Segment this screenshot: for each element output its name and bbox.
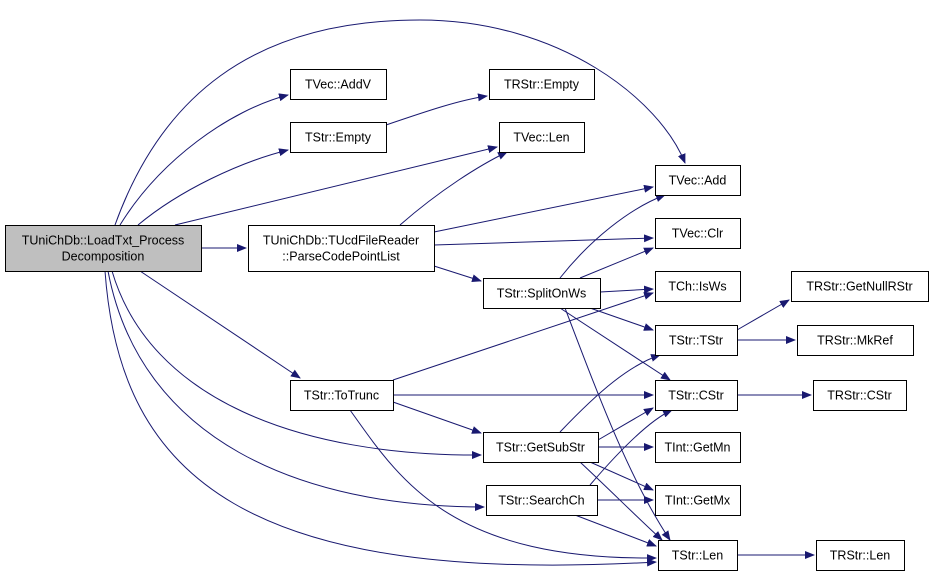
node-label: TVec::AddV	[305, 78, 372, 92]
node-label: TInt::GetMn	[665, 441, 731, 455]
call-edge-trunc-to-substr	[392, 401, 482, 434]
node-box	[5, 225, 202, 272]
node-tvecAdd[interactable]: TVec::Add	[655, 165, 741, 196]
node-label: TRStr::Empty	[504, 78, 580, 92]
call-edge-tstrTStr-to-nullr	[736, 299, 790, 331]
call-edge-root-to-tvecAdd	[114, 19, 686, 226]
call-edge-root-to-trunc	[139, 270, 301, 379]
node-box	[483, 432, 599, 463]
node-box	[499, 122, 585, 153]
node-addv[interactable]: TVec::AddV	[290, 69, 387, 100]
node-box	[489, 69, 595, 100]
node-cstr[interactable]: TStr::CStr	[655, 380, 738, 411]
call-edge-split-to-cstr	[559, 307, 671, 381]
node-label: ::ParseCodePointList	[282, 250, 400, 264]
node-box	[816, 540, 905, 571]
call-edge-substr-to-len	[579, 461, 663, 541]
call-edge-root-to-len	[104, 270, 657, 567]
node-box	[290, 69, 387, 100]
node-tvecClr[interactable]: TVec::Clr	[655, 218, 741, 249]
node-label: TStr::SplitOnWs	[497, 287, 587, 301]
node-label: Decomposition	[62, 250, 145, 264]
node-label: TStr::GetSubStr	[496, 441, 585, 455]
node-box	[655, 325, 738, 356]
node-tstrTStr[interactable]: TStr::TStr	[655, 325, 738, 356]
node-box	[290, 122, 387, 153]
node-box	[248, 225, 435, 272]
node-label: TRStr::CStr	[827, 389, 892, 403]
call-edge-parse-to-tvecLen	[399, 151, 508, 226]
node-label: TInt::GetMx	[665, 494, 731, 508]
node-substr[interactable]: TStr::GetSubStr	[483, 432, 599, 463]
call-edge-root-to-tstrEmpty	[137, 148, 289, 226]
node-trstrEmpty[interactable]: TRStr::Empty	[489, 69, 595, 100]
call-edge-split-to-tvecClr	[579, 247, 654, 279]
node-trunc[interactable]: TStr::ToTrunc	[290, 380, 394, 411]
node-parse[interactable]: TUniChDb::TUcdFileReader::ParseCodePoint…	[248, 225, 435, 272]
node-box	[655, 432, 741, 463]
node-label: TCh::IsWs	[668, 280, 726, 294]
node-label: TStr::TStr	[669, 334, 723, 348]
call-edge-root-to-search	[107, 270, 485, 511]
node-label: TStr::Len	[672, 549, 723, 563]
call-edge-substr-to-getmx	[589, 461, 654, 491]
call-edge-trunc-to-len	[349, 409, 657, 563]
node-trlen[interactable]: TRStr::Len	[816, 540, 905, 571]
node-split[interactable]: TStr::SplitOnWs	[483, 278, 601, 309]
call-edge-split-to-isws	[599, 285, 654, 294]
call-edge-substr-to-tstrTStr	[559, 354, 661, 433]
node-box	[655, 271, 741, 302]
call-edge-trunc-to-isws	[392, 292, 654, 381]
call-edge-root-to-substr	[111, 270, 482, 460]
node-label: TVec::Len	[513, 131, 569, 145]
node-box	[655, 380, 738, 411]
node-label: TRStr::GetNullRStr	[806, 280, 912, 294]
node-label: TUniChDb::TUcdFileReader	[263, 234, 419, 248]
call-edge-tstrEmpty-to-trstrEmpty	[385, 93, 488, 126]
call-edge-split-to-tvecAdd	[559, 194, 666, 279]
node-box	[658, 540, 738, 571]
node-label: TUniChDb::LoadTxt_Process	[22, 234, 185, 248]
call-edge-search-to-len	[574, 514, 657, 547]
call-edge-parse-to-split	[433, 265, 482, 283]
call-edge-parse-to-tvecAdd	[433, 184, 654, 233]
node-box	[791, 271, 929, 302]
node-label: TRStr::Len	[830, 549, 890, 563]
node-label: TRStr::MkRef	[817, 334, 893, 348]
node-box	[797, 325, 914, 356]
call-edge-root-to-tvecLen	[174, 145, 498, 226]
node-nullr[interactable]: TRStr::GetNullRStr	[791, 271, 929, 302]
node-tvecLen[interactable]: TVec::Len	[499, 122, 585, 153]
node-label: TStr::SearchCh	[498, 494, 584, 508]
node-len[interactable]: TStr::Len	[658, 540, 738, 571]
call-edge-split-to-tstrTStr	[589, 307, 654, 331]
node-box	[655, 485, 741, 516]
node-label: TStr::ToTrunc	[304, 389, 379, 403]
node-box	[655, 165, 741, 196]
node-box	[655, 218, 741, 249]
node-box	[483, 278, 601, 309]
node-box	[813, 380, 907, 411]
node-mkref[interactable]: TRStr::MkRef	[797, 325, 914, 356]
call-edge-split-to-len	[564, 307, 671, 541]
node-box	[290, 380, 394, 411]
node-label: TStr::Empty	[305, 131, 372, 145]
node-getmn[interactable]: TInt::GetMn	[655, 432, 741, 463]
node-trcstr[interactable]: TRStr::CStr	[813, 380, 907, 411]
node-label: TVec::Add	[669, 174, 727, 188]
call-edge-parse-to-tvecClr	[433, 234, 654, 246]
node-search[interactable]: TStr::SearchCh	[486, 485, 598, 516]
node-getmx[interactable]: TInt::GetMx	[655, 485, 741, 516]
node-tstrEmpty[interactable]: TStr::Empty	[290, 122, 387, 153]
node-label: TVec::Clr	[672, 227, 723, 241]
node-isws[interactable]: TCh::IsWs	[655, 271, 741, 302]
node-box	[486, 485, 598, 516]
call-edge-substr-to-cstr	[597, 407, 654, 441]
call-edge-root-to-addv	[119, 93, 289, 226]
call-edge-search-to-cstr	[589, 409, 673, 486]
node-label: TStr::CStr	[668, 389, 724, 403]
